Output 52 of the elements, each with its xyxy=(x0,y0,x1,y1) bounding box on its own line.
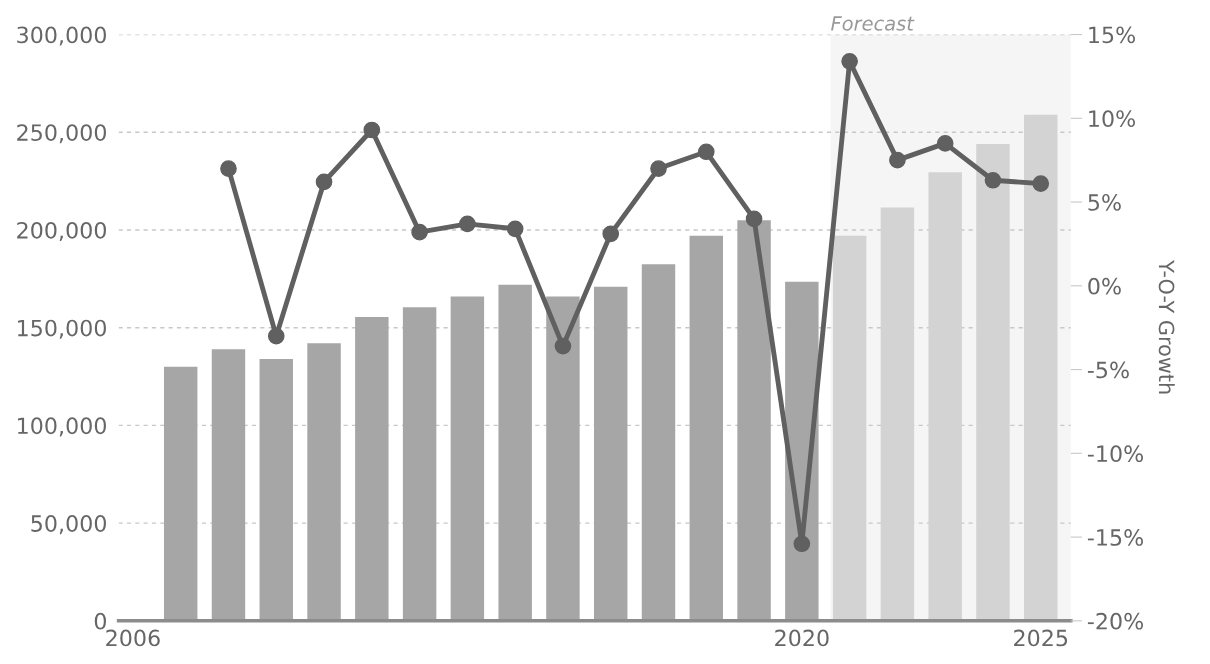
y2-tick-label: -20% xyxy=(1087,612,1144,630)
point xyxy=(220,160,237,177)
y-tick-label: 50,000 xyxy=(31,515,106,535)
point xyxy=(267,327,285,345)
bar xyxy=(307,343,341,621)
y-tick-label: 100,000 xyxy=(18,417,106,437)
point xyxy=(793,535,811,553)
point xyxy=(506,220,524,238)
bar xyxy=(641,264,676,621)
point xyxy=(602,225,620,243)
point xyxy=(697,143,715,161)
point xyxy=(984,171,1002,189)
point xyxy=(650,160,667,177)
bar xyxy=(211,349,246,621)
point xyxy=(459,215,476,233)
y2-tick-label: -15% xyxy=(1087,529,1144,546)
bar xyxy=(402,307,437,621)
x-tick-label: 2006 xyxy=(106,629,160,647)
point xyxy=(936,135,954,152)
bar xyxy=(259,358,293,621)
y-tick-label: 300,000 xyxy=(17,26,106,46)
bar xyxy=(450,296,485,621)
bar xyxy=(498,284,532,621)
bar xyxy=(355,316,389,621)
y2-tick-label: 10% xyxy=(1089,110,1135,128)
point xyxy=(841,52,858,70)
y-tick-label: 150,000 xyxy=(18,319,106,339)
point xyxy=(315,173,333,191)
y2-tick-label: -10% xyxy=(1087,445,1144,463)
y2-tick-label: 5% xyxy=(1088,194,1121,211)
bar xyxy=(832,235,867,621)
point xyxy=(554,337,572,355)
y2-tick-label: 15% xyxy=(1089,26,1135,44)
y-tick-label: 200,000 xyxy=(17,221,106,241)
bar xyxy=(546,296,580,621)
point xyxy=(745,210,763,228)
x-tick-label: 2020 xyxy=(775,629,829,647)
bar xyxy=(737,220,771,621)
bar xyxy=(163,366,198,621)
point xyxy=(1032,175,1050,192)
band-label: Forecast xyxy=(831,16,915,31)
y-tick-label: 0 xyxy=(94,612,106,630)
x-tick-label: 2025 xyxy=(1014,629,1068,647)
bar xyxy=(594,286,628,621)
y-tick-label: 250,000 xyxy=(17,124,106,144)
point xyxy=(889,151,906,169)
bar xyxy=(689,235,724,621)
y2-tick-label: 0% xyxy=(1088,277,1121,295)
y2-tick-label: -5% xyxy=(1087,361,1129,379)
point xyxy=(363,121,381,139)
y2-axis-title: Y-O-Y Growth xyxy=(1158,260,1175,394)
point xyxy=(411,223,428,241)
